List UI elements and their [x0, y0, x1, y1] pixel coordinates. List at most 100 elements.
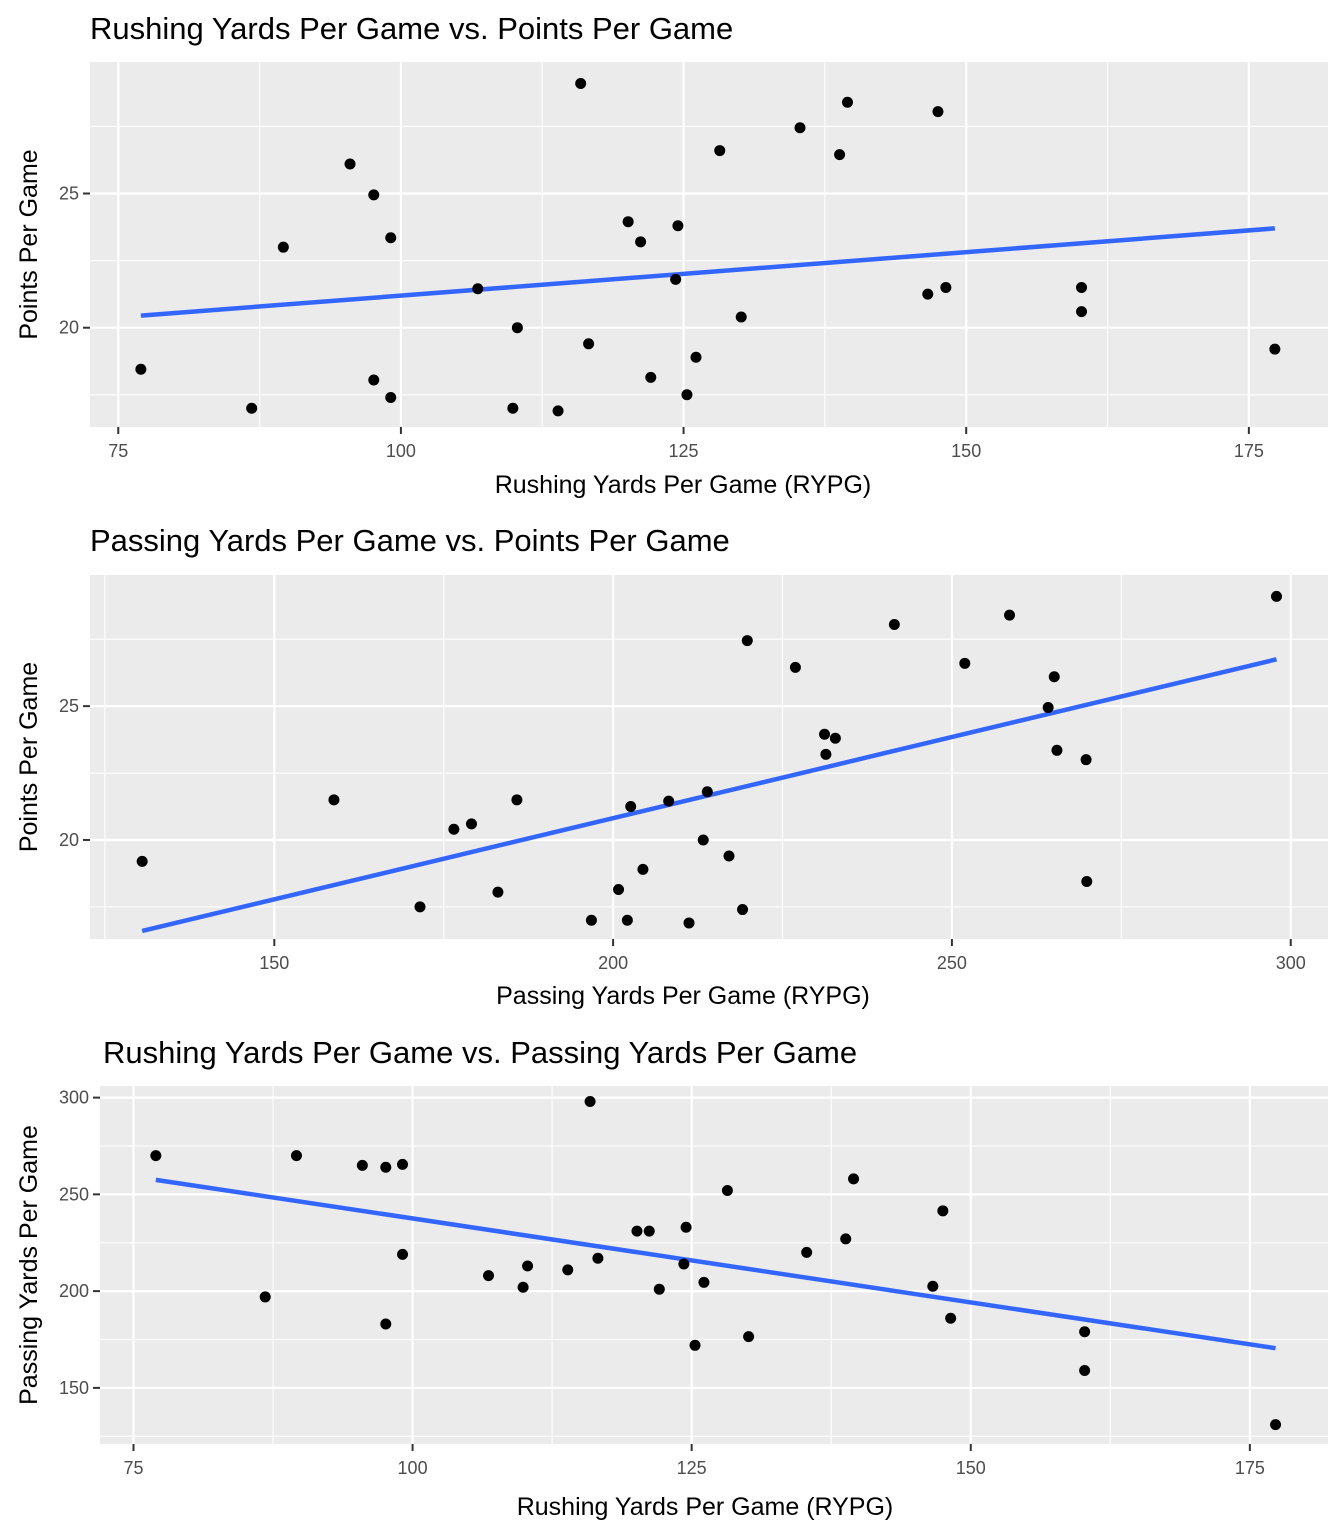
chart-2-x-axis-label: Passing Yards Per Game (RYPG) — [496, 982, 870, 1010]
chart-1-x-tick-label: 75 — [108, 441, 128, 461]
chart-2-data-point — [136, 855, 148, 867]
chart-2-x-tick-label: 200 — [598, 953, 628, 973]
chart-1-data-point — [932, 106, 944, 118]
chart-3-y-tick-label: 200 — [59, 1281, 89, 1301]
chart-1-data-point — [672, 220, 684, 232]
chart-2-data-point — [737, 904, 749, 916]
chart-2-data-point — [621, 914, 633, 926]
chart-2-y-axis-label: Points Per Game — [15, 662, 43, 852]
chart-3-data-point — [801, 1246, 813, 1258]
chart-1-data-point — [575, 77, 587, 89]
chart-1-y-tick-label: 25 — [59, 184, 79, 204]
chart-2-data-point — [448, 823, 460, 835]
chart-1: 75 100 125 150 175 20 25 Rushing Yards Per Game… — [15, 11, 1328, 499]
chart-2: 150 200 250 300 20 25 Passing Yards Per Game v… — [15, 523, 1328, 1010]
chart-1-data-point — [1269, 343, 1281, 355]
chart-2-data-point — [697, 834, 709, 846]
chart-2-data-point — [959, 657, 971, 669]
chart-3-data-point — [937, 1205, 949, 1217]
chart-3-data-point — [380, 1318, 392, 1330]
chart-2-data-point — [663, 795, 675, 807]
chart-3-x-tick-label: 150 — [956, 1458, 986, 1478]
chart-1-data-point — [246, 402, 258, 414]
chart-1-data-point — [1076, 306, 1088, 318]
chart-1-data-point — [681, 389, 693, 401]
chart-2-panel-background — [90, 575, 1328, 939]
chart-1-data-point — [511, 322, 523, 334]
chart-3-data-point — [482, 1270, 494, 1282]
chart-1-data-point — [344, 158, 356, 170]
chart-3: 75 100 125 150 175 150 200 250 300 Rushing Yards … — [15, 1035, 1328, 1521]
chart-1-x-tick-label: 150 — [951, 441, 981, 461]
chart-3-data-point — [653, 1283, 665, 1295]
chart-2-data-point — [465, 818, 477, 830]
chart-3-data-point — [356, 1159, 368, 1171]
chart-3-data-point — [689, 1339, 701, 1351]
chart-3-data-point — [721, 1184, 733, 1196]
chart-3-data-point — [259, 1291, 271, 1303]
chart-2-data-point — [1271, 590, 1283, 602]
chart-1-data-point — [635, 236, 647, 248]
chart-3-data-point — [380, 1161, 392, 1173]
chart-3-x-tick-label: 100 — [398, 1458, 428, 1478]
chart-2-x-tick-label: 150 — [259, 953, 289, 973]
chart-3-data-point — [290, 1150, 302, 1162]
chart-1-data-point — [583, 338, 595, 350]
chart-3-data-point — [698, 1276, 710, 1288]
chart-3-data-point — [1079, 1364, 1091, 1376]
chart-1-x-tick-label: 125 — [669, 441, 699, 461]
chart-3-data-point — [840, 1233, 852, 1245]
chart-3-data-point — [584, 1095, 596, 1107]
chart-2-y-tick-label: 20 — [59, 830, 79, 850]
chart-3-x-tick-label: 125 — [677, 1458, 707, 1478]
chart-3-data-point — [680, 1221, 692, 1233]
chart-1-data-point — [385, 391, 397, 403]
chart-1-title: Rushing Yards Per Game vs. Points Per Ga… — [90, 11, 733, 46]
chart-2-data-point — [829, 732, 841, 744]
chart-2-data-point — [1042, 701, 1054, 713]
chart-3-data-point — [678, 1258, 690, 1270]
chart-2-data-point — [492, 886, 504, 898]
chart-1-data-point — [940, 281, 952, 293]
chart-3-data-point — [743, 1331, 755, 1343]
chart-2-x-tick-label: 250 — [937, 953, 967, 973]
chart-2-data-point — [819, 728, 831, 740]
chart-3-data-point — [643, 1225, 655, 1237]
chart-2-data-point — [888, 619, 900, 631]
chart-1-data-point — [368, 189, 380, 201]
chart-3-x-tick-label: 75 — [123, 1458, 143, 1478]
chart-2-data-point — [1004, 609, 1016, 621]
chart-1-data-point — [368, 374, 380, 386]
chart-2-data-point — [789, 661, 801, 673]
chart-2-data-point — [328, 794, 340, 806]
chart-3-data-point — [397, 1248, 409, 1260]
chart-2-data-point — [1080, 754, 1092, 766]
chart-3-data-point — [562, 1264, 574, 1276]
chart-1-y-tick-label: 20 — [59, 318, 79, 338]
chart-3-data-point — [397, 1158, 409, 1170]
chart-3-y-tick-label: 250 — [59, 1184, 89, 1204]
chart-2-data-point — [683, 917, 695, 929]
chart-3-data-point — [927, 1280, 939, 1292]
chart-2-data-point — [723, 850, 735, 862]
chart-2-data-point — [414, 901, 426, 913]
chart-2-y-tick-label: 25 — [59, 696, 79, 716]
chart-3-x-axis-label: Rushing Yards Per Game (RYPG) — [517, 1493, 894, 1521]
chart-1-data-point — [622, 216, 634, 228]
chart-3-title: Rushing Yards Per Game vs. Passing Yards… — [103, 1035, 857, 1070]
chart-3-data-point — [522, 1260, 534, 1272]
chart-1-y-axis-label: Points Per Game — [15, 149, 43, 339]
chart-2-data-point — [701, 786, 713, 798]
chart-3-data-point — [150, 1150, 162, 1162]
chart-1-data-point — [714, 145, 726, 157]
chart-2-data-point — [741, 635, 753, 647]
chart-1-data-point — [277, 241, 289, 253]
chart-1-data-point — [645, 371, 657, 383]
chart-2-title: Passing Yards Per Game vs. Points Per Ga… — [90, 523, 730, 558]
chart-1-data-point — [794, 122, 806, 134]
chart-1-data-point — [507, 402, 519, 414]
chart-1-data-point — [834, 149, 846, 161]
chart-2-data-point — [1051, 744, 1063, 756]
chart-3-y-axis-label: Passing Yards Per Game — [15, 1125, 43, 1405]
